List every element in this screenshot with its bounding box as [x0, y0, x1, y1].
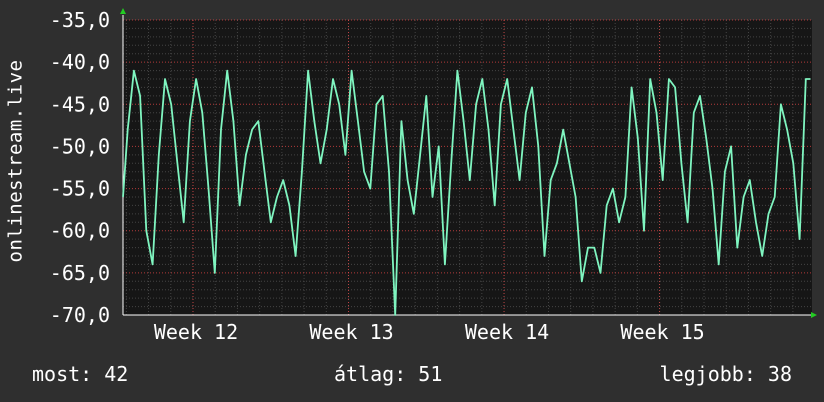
y-tick-label: -35,0 [50, 8, 110, 32]
y-axis-title: onlinestream.live [2, 46, 28, 276]
axes [120, 8, 817, 318]
y-axis-arrow-icon [120, 8, 126, 14]
x-tick-labels: Week 12 Week 13 Week 14 Week 15 [154, 320, 705, 344]
y-tick-label: -70,0 [50, 303, 110, 327]
y-tick-labels: -70,0 -65,0 -60,0 -55,0 -50,0 -45,0 -40,0 -35,0 [50, 8, 110, 327]
y-tick-label: -40,0 [50, 50, 110, 74]
x-tick-label: Week 14 [465, 320, 549, 344]
x-tick-label: Week 12 [154, 320, 238, 344]
x-tick-label: Week 15 [620, 320, 704, 344]
average-value-stat: átlag: 51 [334, 362, 443, 386]
current-value-stat: most: 42 [32, 362, 129, 386]
y-axis-title-text: onlinestream.live [4, 59, 26, 263]
x-axis-arrow-icon [811, 312, 817, 318]
x-tick-label: Week 13 [309, 320, 393, 344]
y-tick-label: -45,0 [50, 92, 110, 116]
best-value-stat: legjobb: 38 [659, 362, 792, 386]
plot-area [123, 20, 812, 315]
y-tick-label: -65,0 [50, 261, 110, 285]
y-tick-label: -55,0 [50, 177, 110, 201]
y-tick-label: -50,0 [50, 134, 110, 158]
y-tick-label: -60,0 [50, 219, 110, 243]
series-line [122, 69, 811, 316]
